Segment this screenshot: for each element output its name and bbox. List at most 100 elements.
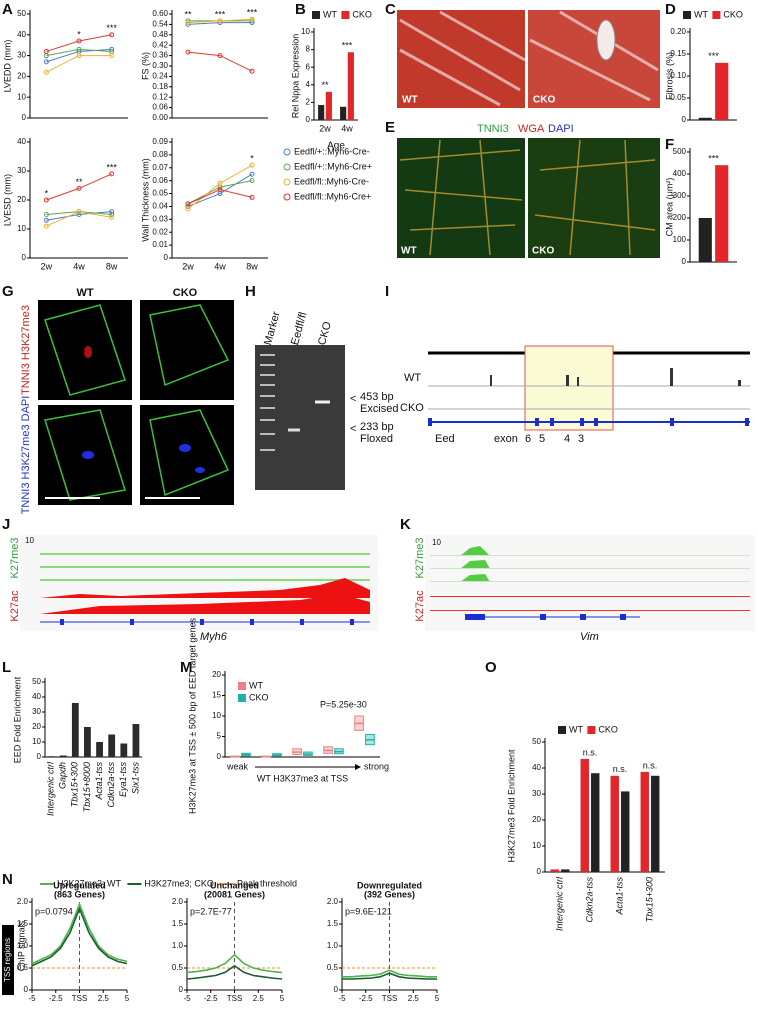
y-tick-label: 20 [17,195,26,204]
point [217,180,223,186]
bar [698,218,712,262]
label: CKO [533,95,555,106]
gene-label: Vim [580,631,599,643]
label: WT [76,287,93,299]
micrograph [528,138,660,258]
lane-label: Marker [262,310,283,346]
x-tick-label: 2.5 [253,994,265,1003]
annotation: *** [708,154,719,164]
y-tick-label: 1.0 [327,941,339,950]
x-tick-label: 2.5 [98,994,110,1003]
annotation: *** [106,23,117,33]
annotation: *** [215,9,226,19]
y-tick-label: 10 [17,92,26,101]
label: CKO [532,246,554,257]
legend-label: Eedfl/+::Myh6-Cre- [294,146,370,156]
micrograph [140,405,234,505]
legend-label: H3K27me3; WT [57,878,122,888]
panel-label: M [180,659,193,676]
arrow-head [355,764,361,770]
x-tick-label: 2w [41,261,53,271]
y-tick-label: 0 [37,752,42,761]
x-tick-label: 5 [280,994,285,1003]
bar [71,703,79,757]
point [109,171,115,177]
panel-label: N [2,871,13,888]
x-tick-label: -2.5 [359,994,373,1003]
x-tick-label: Intergenic ctrl [45,761,55,816]
y-tick-label: 0 [306,115,311,124]
x-tick-label: 8w [246,261,258,271]
legend-label: CKO [723,9,743,19]
x-tick-label: 2w [319,123,331,133]
panel-label: C [385,1,396,18]
point [109,212,115,217]
y-tick-label: 0 [22,253,27,262]
y-tick-label: 30 [32,707,41,716]
point [109,209,115,215]
band-name: Floxed [360,433,393,445]
y-tick-label: 400 [673,169,687,178]
bar [591,773,600,872]
legend-swatch [712,11,721,19]
point [43,69,49,75]
legend-label: Peak threshold [237,878,297,888]
exon: 4 [564,433,570,445]
x-tick-label: -5 [28,994,36,1003]
y-axis-label: CM area (μm²) [664,178,674,237]
gene-label: Myh6 [200,631,228,643]
legend-swatch [238,682,246,690]
x-axis-label: WT H3K37me3 at TSS [257,773,348,783]
annotation: * [77,29,81,39]
legend-label: CKO [598,724,618,734]
point [43,197,49,203]
y-tick-label: 20 [212,670,221,679]
legend-swatch [283,163,291,171]
x-tick-label: 4w [73,261,85,271]
bar [715,165,729,262]
bar [108,734,116,757]
track-label: K27me3 [9,538,21,579]
y-axis-label: H3K27me3 Fold Enrichment [506,749,516,863]
y-tick-label: 0.08 [152,150,168,159]
exon: 3 [578,433,584,445]
x-tick-label: -5 [338,994,346,1003]
annotation: *** [708,51,719,61]
panel-label: I [385,283,389,300]
x-tick-label: 4w [341,123,353,133]
y-tick-label: 20 [32,722,41,731]
annotation: n.s. [643,760,658,770]
y-tick-label: 0.24 [152,72,168,81]
annotation: ** [184,9,192,19]
series-line [187,189,253,205]
y-tick-label: 0 [179,985,184,994]
stain: TNNI3 H3K27me3 [20,305,32,395]
bar [47,756,55,757]
y-tick-label: 0.01 [152,240,168,249]
lane-label: Eedfl/fl [289,311,309,347]
bar [325,91,332,120]
point [217,187,223,193]
stain: WGA [518,123,545,135]
bar [580,758,589,872]
bar [59,755,67,757]
legend-label: WT [323,9,337,19]
point [249,194,255,200]
chart-subtitle: (392 Genes) [364,889,415,899]
point [76,46,82,52]
y-tick-label: 0.03 [152,214,168,223]
y-tick-label: 1.0 [17,941,29,950]
y-tick-label: 30 [17,51,26,60]
y-tick-label: 2.0 [172,897,184,906]
y-tick-label: 8 [306,45,311,54]
legend-label: Eedfl/fl::Myh6-Cre- [294,176,369,186]
label: WT [401,246,417,257]
note: p=2.7E-77 [190,906,232,916]
y-tick-label: 50 [17,9,26,18]
track-label: K27ac [9,590,21,622]
point [249,18,255,24]
exon-label: exon [494,433,518,445]
bar [698,117,712,120]
point [185,18,191,24]
lane-label: CKO [316,320,334,347]
